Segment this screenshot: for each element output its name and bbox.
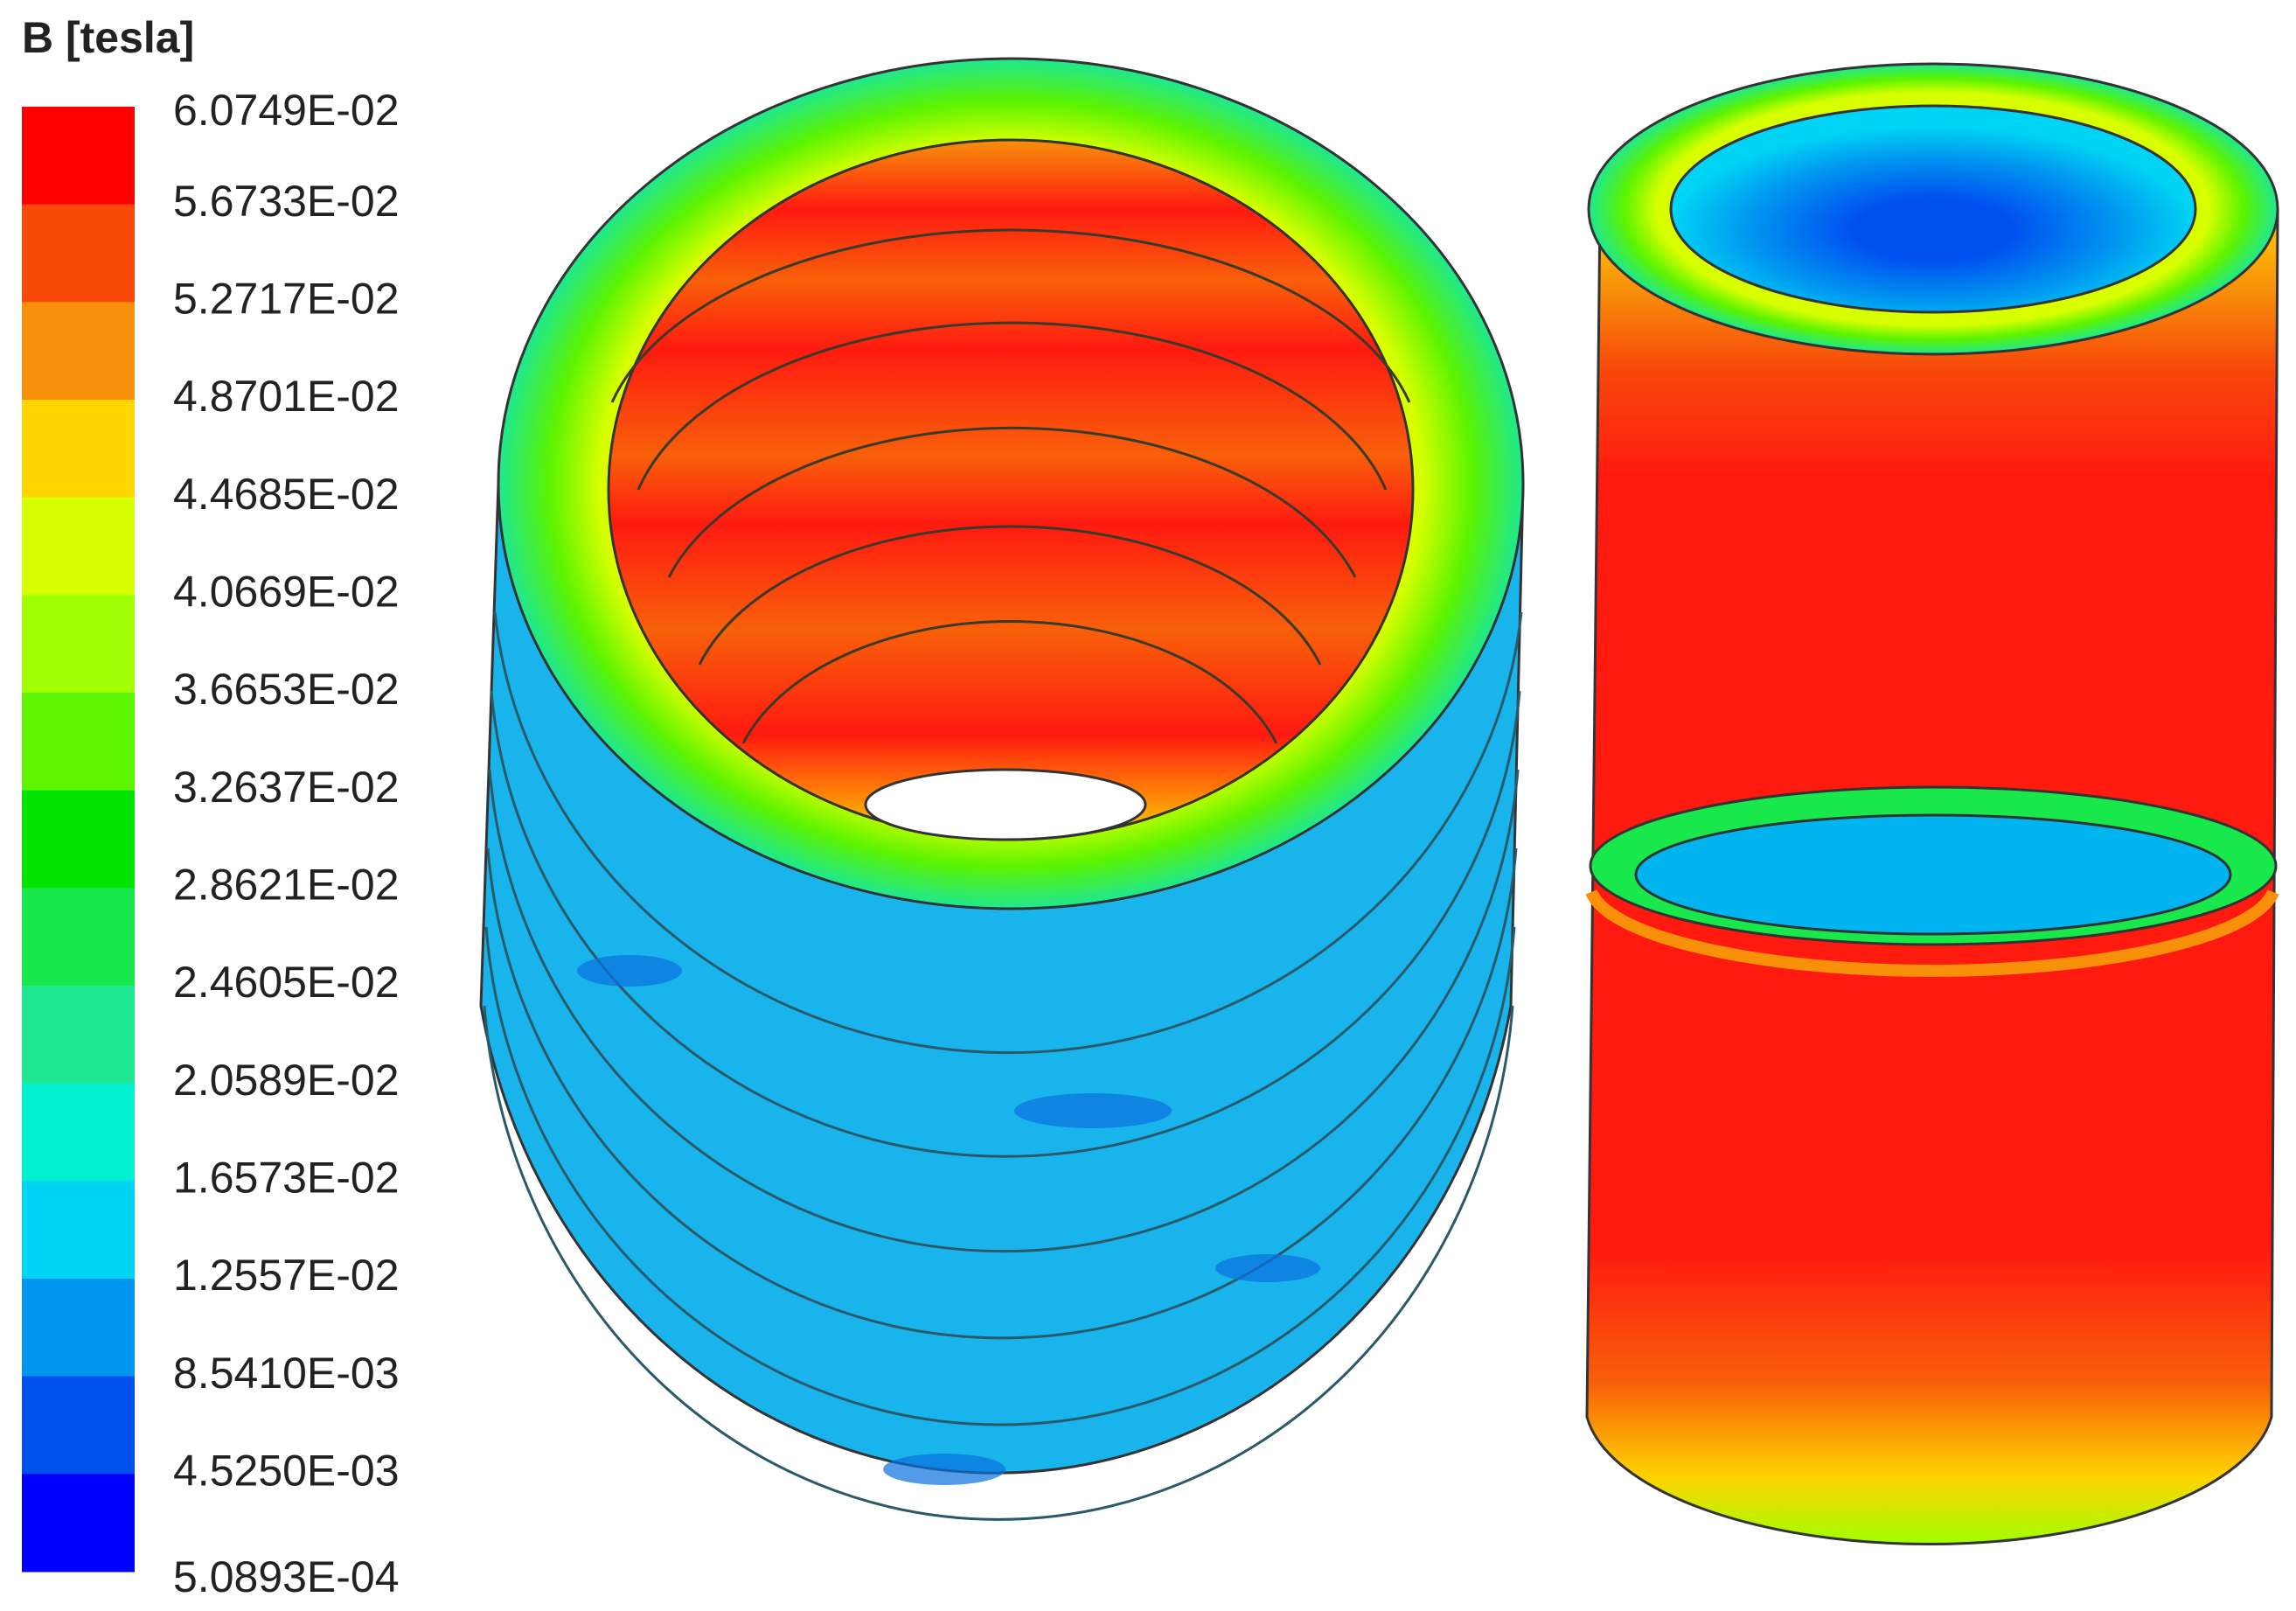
legend-swatch xyxy=(22,1376,135,1475)
legend-swatch xyxy=(22,302,135,401)
legend: B [tesla] 6.0749E-02 5.6733E-02 5.2717E-02… xyxy=(22,13,400,1601)
legend-title: B [tesla] xyxy=(22,13,194,62)
legend-swatch xyxy=(22,1181,135,1280)
legend-label: 4.0669E-02 xyxy=(173,568,400,617)
legend-swatch xyxy=(22,400,135,499)
legend-swatch xyxy=(22,1474,135,1573)
legend-label: 3.6653E-02 xyxy=(173,665,400,714)
legend-label: 2.8621E-02 xyxy=(173,861,400,910)
legend-swatch xyxy=(22,986,135,1084)
legend-label: 2.4605E-02 xyxy=(173,958,400,1007)
legend-label: 4.8701E-02 xyxy=(173,372,400,421)
legend-label: 3.2637E-02 xyxy=(173,763,400,812)
legend-label: 5.2717E-02 xyxy=(173,275,400,324)
legend-swatch xyxy=(22,693,135,792)
legend-swatch xyxy=(22,107,135,206)
legend-label: 5.6733E-02 xyxy=(173,177,400,226)
legend-label: 8.5410E-03 xyxy=(173,1349,400,1398)
legend-label: 1.2557E-02 xyxy=(173,1251,400,1300)
left-coil xyxy=(479,57,1525,1521)
legend-swatch xyxy=(22,888,135,987)
legend-swatch xyxy=(22,497,135,596)
legend-label: 1.6573E-02 xyxy=(173,1154,400,1203)
legend-swatch xyxy=(22,1083,135,1182)
legend-swatch xyxy=(22,204,135,303)
legend-swatch xyxy=(22,1279,135,1377)
legend-label: 5.0893E-04 xyxy=(173,1552,400,1601)
right-coil xyxy=(1585,62,2279,1546)
legend-swatch xyxy=(22,790,135,889)
legend-label: 2.0589E-02 xyxy=(173,1056,400,1105)
legend-label: 6.0749E-02 xyxy=(173,86,400,135)
legend-swatch xyxy=(22,595,135,694)
legend-label: 4.5250E-03 xyxy=(173,1447,400,1496)
legend-label: 4.4685E-02 xyxy=(173,470,400,519)
